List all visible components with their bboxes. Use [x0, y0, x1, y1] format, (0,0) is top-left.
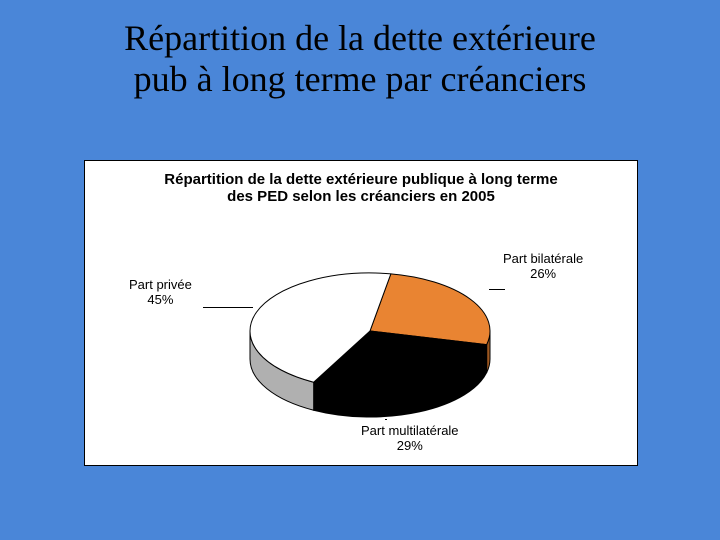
pie-svg [85, 161, 637, 465]
leader-line [203, 307, 253, 308]
slice-label: Part privée 45% [129, 277, 192, 307]
pie-chart [85, 161, 637, 465]
slide: Répartition de la dette extérieure pub à… [0, 0, 720, 540]
leader-line [385, 419, 387, 420]
chart-container: Répartition de la dette extérieure publi… [84, 160, 638, 466]
page-title: Répartition de la dette extérieure pub à… [0, 18, 720, 101]
slice-label: Part multilatérale 29% [361, 423, 459, 453]
leader-line [489, 289, 505, 290]
slice-label: Part bilatérale 26% [503, 251, 583, 281]
